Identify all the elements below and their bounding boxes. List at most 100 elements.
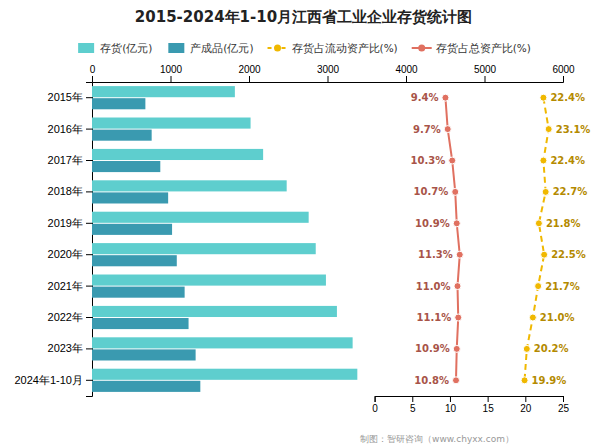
bar (92, 98, 145, 109)
bar (92, 243, 316, 254)
data-label: 9.4% (411, 92, 439, 103)
bar (92, 275, 326, 286)
x-tick: 4000 (395, 64, 418, 82)
data-label: 11.0% (416, 281, 451, 292)
y2-tick-label: 15 (483, 403, 495, 414)
data-label: 9.7% (413, 124, 441, 135)
ratio-point (529, 314, 536, 321)
y2-tick: 15 (483, 396, 495, 414)
ratio-point (540, 157, 547, 164)
y-tick-mark (86, 286, 92, 287)
y-tick-mark (86, 191, 92, 192)
y2-tick-mark (563, 396, 564, 402)
y-tick: 2024年1-10月 (15, 374, 93, 386)
y-tick-label: 2022年 (48, 311, 83, 323)
y-tick-mark (86, 254, 92, 255)
y2-tick: 25 (558, 396, 570, 414)
y2-tick-label: 0 (372, 403, 378, 414)
y-tick-label: 2019年 (48, 217, 83, 229)
bar (92, 224, 172, 235)
x-tick: 3000 (317, 64, 340, 82)
y-tick: 2023年 (48, 342, 92, 354)
x-tick-label: 6000 (552, 64, 575, 75)
bar (92, 337, 353, 348)
bar (92, 369, 357, 380)
y2-tick-label: 10 (445, 403, 457, 414)
y2-axis-line (375, 397, 563, 403)
y-tick: 2021年 (48, 280, 92, 292)
legend-label: 产成品(亿元) (190, 42, 253, 54)
data-label: 11.3% (418, 249, 453, 260)
bar (92, 86, 235, 97)
ratio-point (456, 251, 463, 258)
y-tick-mark (86, 348, 92, 349)
chart-svg: 2015-2024年1-10月江西省工业企业存货统计图 0 1000 2000 3000… (0, 0, 607, 448)
ratio-line (525, 98, 549, 381)
data-labels: 9.4%9.7%10.3%10.7%10.9%11.3%11.0%11.1%10… (411, 92, 453, 386)
bar (92, 212, 309, 223)
legend-item: 存货(亿元) (78, 42, 152, 54)
bar (92, 192, 168, 203)
x-tick-label: 4000 (395, 64, 418, 75)
y2-tick-mark (525, 396, 526, 402)
y2-tick: 5 (410, 396, 416, 414)
y-tick-mark (86, 97, 92, 98)
y-tick-label: 2018年 (48, 185, 83, 197)
ratio-point (535, 283, 542, 290)
ratio-point (452, 377, 459, 384)
bar-series (92, 86, 357, 380)
bar (92, 318, 189, 329)
annotation: 制图：智研咨询（www.chyxx.com） (360, 434, 514, 444)
ratio-point (452, 188, 459, 195)
y2-tick-label: 20 (520, 403, 532, 414)
bar (92, 381, 200, 392)
ratio-line (445, 98, 459, 381)
data-label: 20.2% (534, 343, 569, 354)
y2-tick-mark (450, 396, 451, 402)
title: 2015-2024年1-10月江西省工业企业存货统计图 (135, 8, 472, 26)
y-tick-mark (86, 223, 92, 224)
bar (92, 149, 263, 160)
x-tick: 1000 (160, 64, 183, 82)
legend-item: 存货占总资产比(%) (412, 42, 531, 54)
ratio-point (449, 157, 456, 164)
data-label: 22.4% (550, 155, 585, 166)
bar (92, 118, 251, 129)
y2-tick: 0 (372, 396, 378, 414)
x-tick-mark (406, 76, 407, 82)
legend-swatch-marker (274, 45, 281, 52)
x-tick-mark (92, 76, 93, 82)
x-tick-label: 0 (90, 64, 96, 75)
legend-label: 存货占总资产比(%) (436, 42, 531, 54)
data-label: 11.1% (417, 312, 452, 323)
x-tick-label: 5000 (474, 64, 497, 75)
ratio-point (442, 94, 449, 101)
y2-tick-mark (412, 396, 413, 402)
bar (92, 161, 160, 172)
bar (92, 306, 337, 317)
y-tick-label: 2017年 (48, 154, 83, 166)
y-tick-label: 2020年 (48, 248, 83, 260)
y-tick: 2022年 (48, 311, 92, 323)
y-tick-mark (86, 317, 92, 318)
data-label: 21.0% (540, 312, 575, 323)
marks (92, 86, 552, 392)
bar (92, 287, 185, 298)
y-tick-label: 2024年1-10月 (15, 374, 84, 386)
legend-item: 产成品(亿元) (168, 42, 253, 54)
y-tick-label: 2023年 (48, 342, 83, 354)
bar (92, 130, 152, 141)
legend-swatch (78, 43, 94, 53)
ratio-point (453, 345, 460, 352)
data-label: 21.7% (545, 281, 580, 292)
ratio-point (540, 94, 547, 101)
legend-swatch (168, 43, 184, 53)
x-tick-mark (328, 76, 329, 82)
x-tick: 2000 (238, 64, 261, 82)
bar-series (92, 98, 200, 392)
y2-tick: 20 (520, 396, 532, 414)
y2-tick-label: 5 (410, 403, 416, 414)
legend-item: 存货占流动资产比(%) (268, 42, 398, 54)
y-axis-line (86, 83, 93, 397)
data-label: 22.4% (550, 92, 585, 103)
